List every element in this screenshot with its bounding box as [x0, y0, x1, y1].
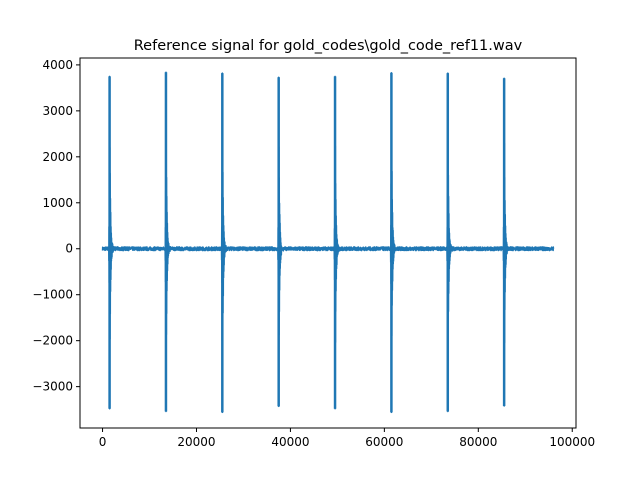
y-tick-label: −1000 — [32, 288, 73, 302]
x-axis: 0 20000 40000 60000 80000 100000 — [99, 428, 595, 449]
x-tick-label: 80000 — [459, 435, 497, 449]
x-tick-label: 100000 — [549, 435, 595, 449]
y-tick-label: 4000 — [42, 58, 73, 72]
x-tick-label: 60000 — [365, 435, 403, 449]
y-axis: −3000 −2000 −1000 0 1000 2000 3000 4000 — [32, 58, 80, 394]
y-tick-label: 3000 — [42, 104, 73, 118]
chart-title: Reference signal for gold_codes\gold_cod… — [134, 38, 523, 54]
y-tick-label: −2000 — [32, 334, 73, 348]
y-tick-label: 0 — [65, 242, 73, 256]
x-tick-label: 20000 — [177, 435, 215, 449]
axes-frame — [79, 57, 577, 429]
plot-area — [101, 71, 555, 414]
x-tick-label: 40000 — [271, 435, 309, 449]
signal-series-line — [101, 71, 555, 414]
y-tick-label: −3000 — [32, 380, 73, 394]
y-tick-label: 1000 — [42, 196, 73, 210]
x-tick-label: 0 — [99, 435, 107, 449]
y-tick-label: 2000 — [42, 150, 73, 164]
